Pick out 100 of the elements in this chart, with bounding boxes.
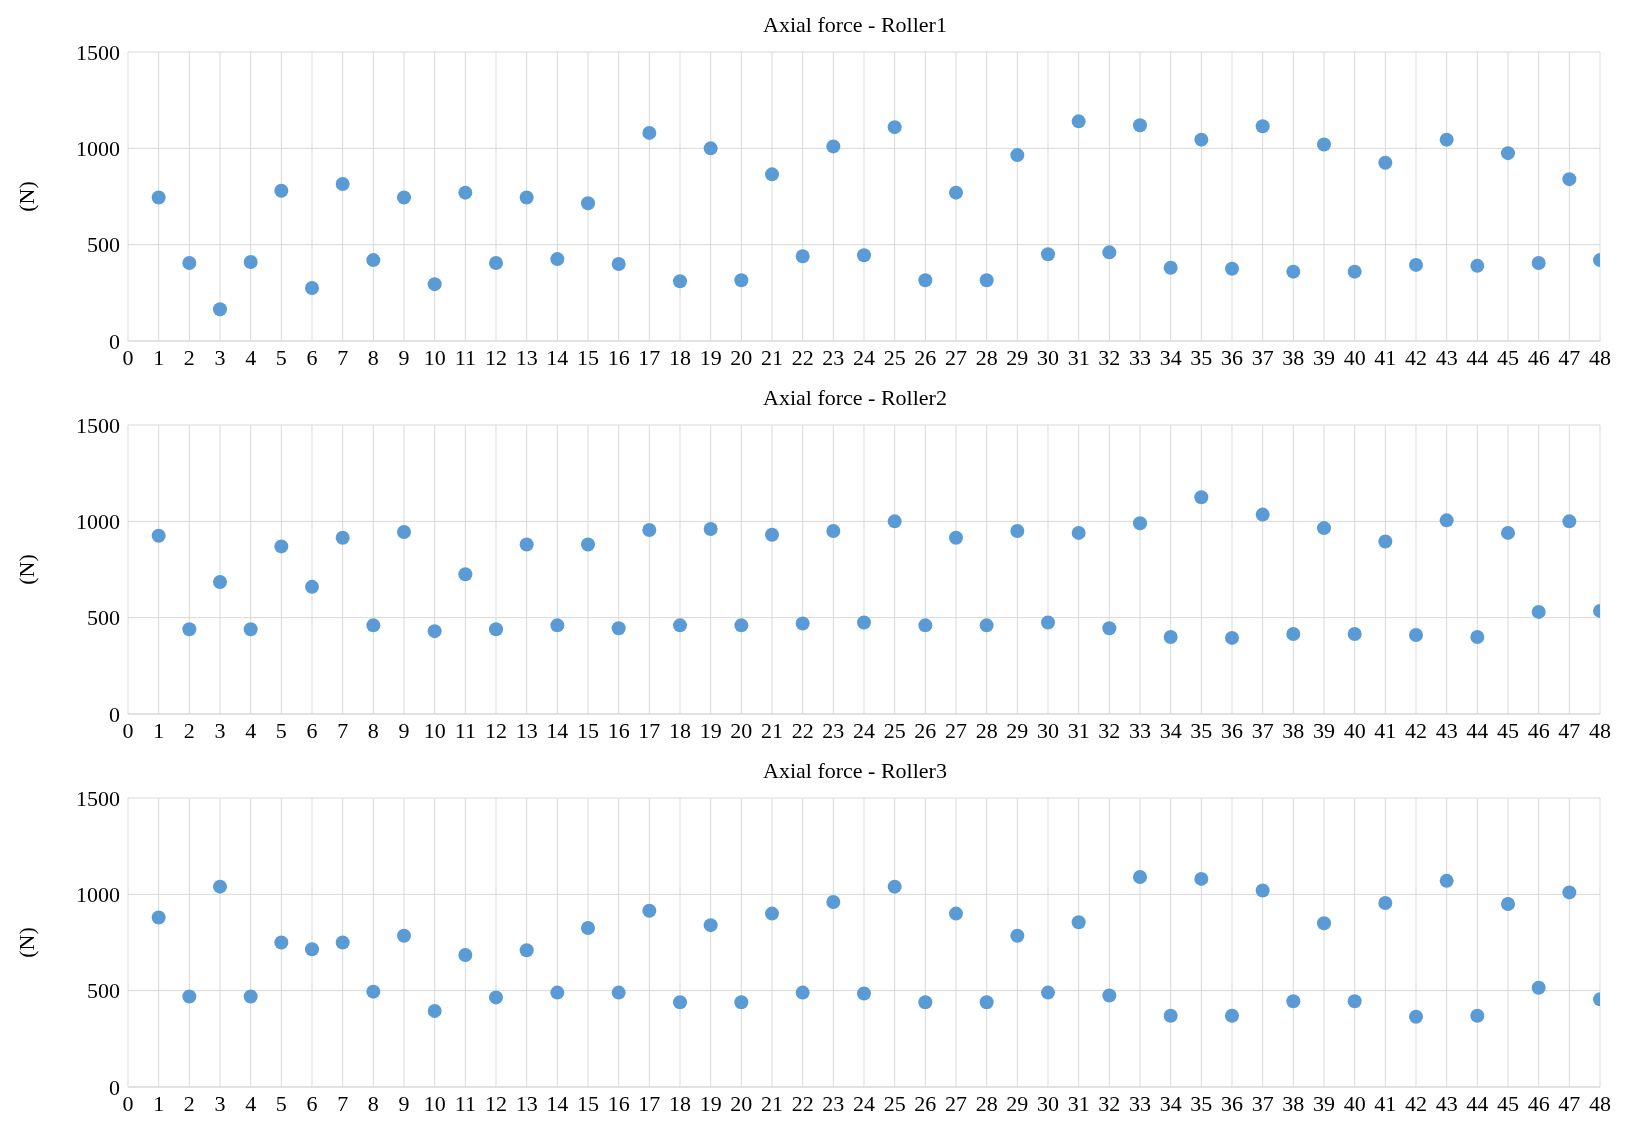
x-tick-label: 23 xyxy=(822,717,845,743)
point xyxy=(918,995,933,1010)
x-tick-label: 11 xyxy=(454,1090,476,1116)
point xyxy=(274,183,289,198)
point xyxy=(795,616,810,631)
point xyxy=(581,921,595,936)
point xyxy=(182,989,197,1004)
x-tick-label: 42 xyxy=(1405,717,1427,743)
x-tick-label: 19 xyxy=(699,717,722,743)
point xyxy=(1225,261,1239,276)
x-tick-label: 14 xyxy=(546,344,569,370)
x-tick-label: 44 xyxy=(1466,344,1489,370)
point xyxy=(673,618,687,633)
point xyxy=(1317,916,1331,931)
point xyxy=(1041,247,1055,262)
x-tick-label: 15 xyxy=(577,717,599,743)
point xyxy=(703,522,718,537)
point xyxy=(1133,118,1147,133)
point xyxy=(489,622,503,637)
point xyxy=(826,523,841,538)
x-tick-label: 2 xyxy=(183,1090,195,1116)
point xyxy=(1347,994,1362,1009)
x-tick-label: 35 xyxy=(1190,344,1213,370)
point xyxy=(182,622,197,637)
x-tick-label: 34 xyxy=(1159,717,1182,743)
x-tick-label: 37 xyxy=(1251,1090,1274,1116)
x-tick-label: 47 xyxy=(1558,1090,1581,1116)
x-tick-label: 5 xyxy=(275,344,287,370)
point xyxy=(1409,628,1423,643)
x-tick-label: 33 xyxy=(1129,717,1151,743)
point xyxy=(1409,257,1423,272)
point xyxy=(949,185,963,200)
point xyxy=(550,618,565,633)
point xyxy=(826,895,841,910)
point xyxy=(458,185,473,200)
x-tick-label: 34 xyxy=(1159,1090,1182,1116)
x-tick-label: 30 xyxy=(1037,1090,1059,1116)
point xyxy=(703,918,718,933)
point xyxy=(581,537,595,552)
x-tick-label: 10 xyxy=(423,1090,446,1116)
point xyxy=(1286,264,1301,279)
point xyxy=(979,618,994,633)
point xyxy=(397,190,411,205)
x-tick-label: 19 xyxy=(699,1090,722,1116)
point xyxy=(979,273,994,288)
x-tick-label: 2 xyxy=(183,717,195,743)
x-tick-label: 47 xyxy=(1558,717,1581,743)
point xyxy=(1133,516,1147,531)
point xyxy=(642,125,657,140)
point xyxy=(519,537,534,552)
x-tick-label: 25 xyxy=(883,717,906,743)
point xyxy=(611,256,626,271)
x-tick-label: 29 xyxy=(1006,1090,1029,1116)
point xyxy=(857,986,871,1001)
point xyxy=(734,618,749,633)
point xyxy=(1378,534,1393,549)
x-tick-label: 24 xyxy=(853,1090,875,1116)
x-tick-label: 28 xyxy=(975,717,998,743)
point xyxy=(458,567,473,582)
x-tick-label: 21 xyxy=(761,717,783,743)
x-tick-label: 5 xyxy=(275,717,287,743)
point xyxy=(1470,258,1485,273)
x-tick-label: 22 xyxy=(791,1090,814,1116)
x-tick-label: 37 xyxy=(1251,344,1274,370)
x-tick-label: 38 xyxy=(1282,1090,1305,1116)
point xyxy=(1286,627,1301,642)
point xyxy=(1010,523,1025,538)
point xyxy=(1317,521,1331,536)
x-tick-label: 5 xyxy=(275,1090,287,1116)
point xyxy=(734,273,749,288)
x-tick-label: 41 xyxy=(1374,717,1397,743)
x-tick-label: 40 xyxy=(1343,1090,1366,1116)
x-tick-label: 22 xyxy=(791,344,814,370)
x-tick-label: 20 xyxy=(730,717,753,743)
point xyxy=(1102,245,1117,260)
point xyxy=(366,253,381,268)
x-tick-label: 32 xyxy=(1098,1090,1121,1116)
x-tick-label: 35 xyxy=(1190,717,1213,743)
x-tick-label: 24 xyxy=(853,344,875,370)
point xyxy=(1501,525,1515,540)
x-tick-label: 31 xyxy=(1067,344,1090,370)
x-tick-label: 37 xyxy=(1251,717,1274,743)
point xyxy=(1102,621,1117,636)
point xyxy=(1531,255,1546,270)
point xyxy=(489,255,503,270)
x-tick-label: 7 xyxy=(337,717,349,743)
x-tick-label: 25 xyxy=(883,1090,906,1116)
x-tick-label: 36 xyxy=(1221,717,1243,743)
x-tick-label: 10 xyxy=(423,717,446,743)
point xyxy=(427,1003,442,1018)
x-tick-label: 4 xyxy=(245,717,257,743)
point xyxy=(673,995,687,1010)
point xyxy=(918,273,933,288)
x-tick-label: 19 xyxy=(699,344,722,370)
point xyxy=(581,196,595,211)
point xyxy=(1010,148,1025,163)
point xyxy=(703,141,718,156)
point xyxy=(1531,604,1546,619)
x-tick-label: 16 xyxy=(607,717,630,743)
x-tick-label: 48 xyxy=(1589,1090,1611,1116)
